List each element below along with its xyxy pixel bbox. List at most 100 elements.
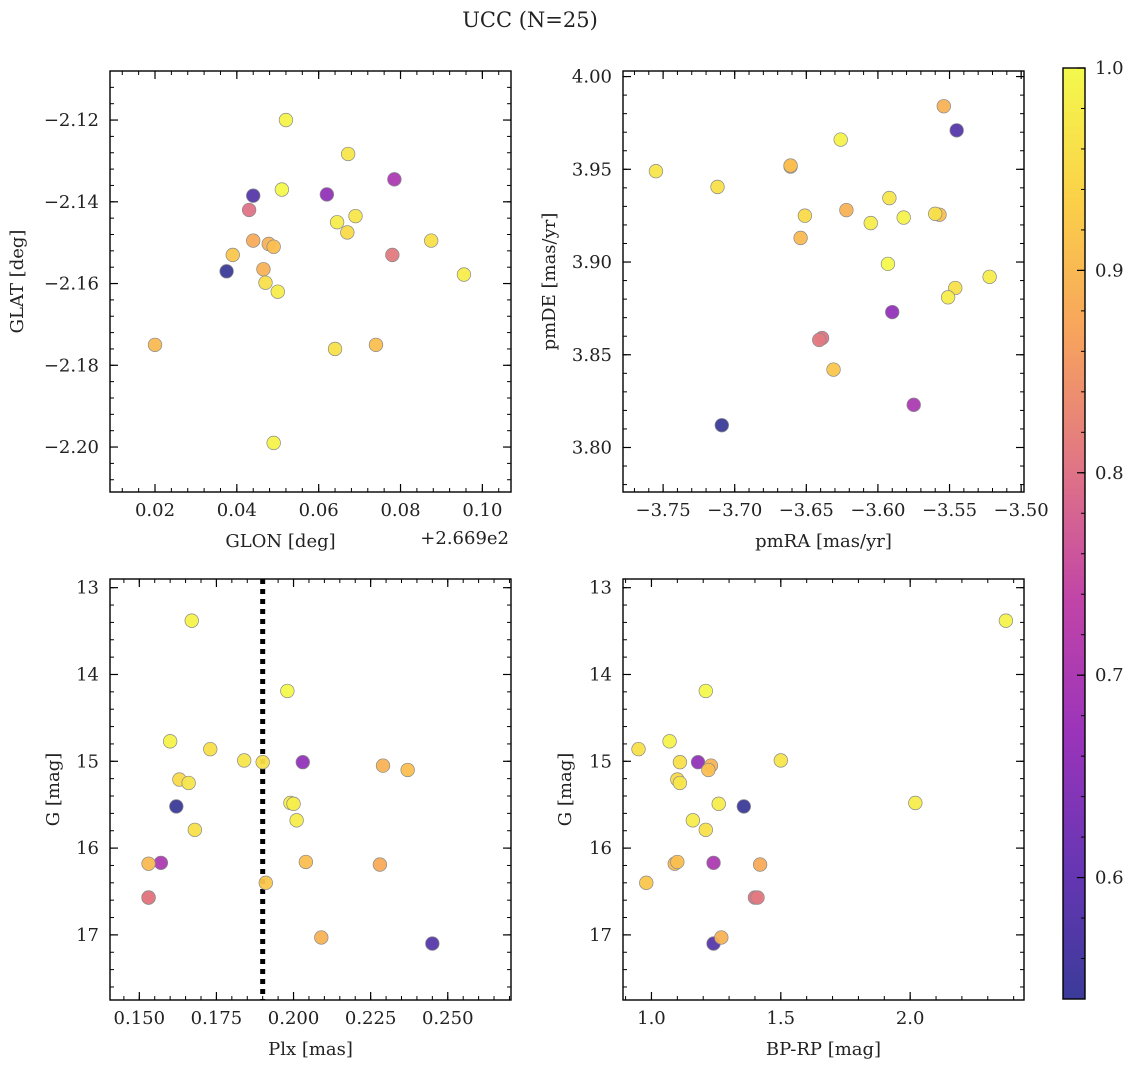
y-axis-label: G [mag] — [43, 753, 64, 826]
data-point — [286, 796, 301, 811]
data-point — [187, 822, 202, 838]
y-tick-label: 3.95 — [572, 159, 612, 180]
data-point — [863, 215, 878, 231]
data-point — [940, 290, 956, 305]
x-tick-label: 0.02 — [135, 500, 175, 521]
y-tick-label: 14 — [76, 664, 99, 685]
data-point — [839, 202, 854, 218]
data-point — [256, 262, 271, 277]
data-point — [826, 362, 841, 377]
y-tick-label: 3.90 — [572, 252, 612, 273]
x-axis-label: pmRA [mas/yr] — [755, 531, 892, 552]
data-point — [672, 755, 688, 770]
x-tick-label: 2.0 — [896, 1008, 925, 1029]
data-point — [340, 146, 356, 162]
data-point — [184, 613, 199, 628]
data-point — [246, 233, 261, 248]
y-axis-label: pmDE [mas/yr] — [539, 213, 560, 351]
y-tick-label: 3.80 — [572, 437, 612, 458]
data-point — [319, 187, 335, 202]
data-point — [710, 179, 725, 195]
data-point — [375, 758, 391, 773]
data-point — [266, 435, 281, 451]
data-point — [685, 813, 701, 828]
y-axis-label: G [mag] — [555, 753, 576, 826]
data-point — [698, 683, 713, 699]
data-point — [425, 936, 440, 951]
colorbar: 0.6 0.7 0.8 0.9 1.0 — [1062, 58, 1124, 1000]
data-point — [936, 99, 951, 114]
data-point — [278, 112, 294, 128]
data-point — [648, 163, 664, 179]
data-point — [368, 337, 384, 353]
data-point — [329, 215, 345, 230]
x-tick-label: 0.10 — [462, 500, 502, 521]
y-tick-label: −2.16 — [44, 274, 99, 295]
x-tick-label: 0.225 — [345, 1008, 397, 1029]
x-tick-label: −3.55 — [922, 500, 977, 521]
x-tick-label: −3.60 — [850, 500, 905, 521]
data-point — [998, 613, 1014, 628]
data-point — [949, 123, 964, 138]
data-point — [246, 188, 261, 203]
data-point — [639, 875, 654, 890]
y-tick-label: 14 — [589, 664, 612, 685]
data-point — [783, 158, 798, 173]
data-point — [270, 284, 285, 299]
x-tick-label: −3.70 — [707, 500, 762, 521]
data-point — [928, 206, 943, 221]
data-point — [701, 762, 716, 778]
x-axis-label: Plx [mas] — [268, 1039, 353, 1060]
data-point — [908, 795, 923, 811]
data-point — [295, 755, 310, 770]
data-point — [237, 753, 252, 768]
data-point — [274, 182, 290, 197]
data-point — [424, 233, 439, 248]
data-point — [773, 753, 788, 768]
panel-bprp-g: 1.0 1.5 2.0 13 14 15 16 17 BP-RP [mag] G [mag] — [555, 578, 1025, 1060]
data-point — [812, 332, 827, 348]
axes-frame — [622, 70, 1025, 493]
data-point — [203, 741, 218, 757]
colorbar-tick-label: 0.6 — [1095, 868, 1124, 889]
y-tick-label: 16 — [589, 838, 612, 859]
data-point — [736, 799, 751, 814]
data-point — [225, 247, 240, 263]
x-axis-label: GLON [deg] — [225, 531, 335, 552]
data-point — [882, 190, 897, 206]
x-tick-label: 1.0 — [637, 1008, 666, 1029]
x-tick-label: 0.175 — [191, 1008, 243, 1029]
y-tick-label: 15 — [589, 751, 612, 772]
x-axis-label: BP-RP [mag] — [766, 1039, 881, 1060]
colorbar-tick-label: 1.0 — [1095, 58, 1124, 79]
y-tick-label: −2.20 — [44, 437, 99, 458]
panel-pmra-pmde: −3.75 −3.70 −3.65 −3.60 −3.55 −3.50 3.80 3.85 3.… — [539, 67, 1049, 552]
data-point — [255, 755, 270, 770]
x-tick-label: −3.75 — [636, 500, 691, 521]
colorbar-tick-label: 0.8 — [1095, 463, 1124, 484]
data-point — [340, 225, 355, 240]
data-point — [400, 762, 415, 778]
y-tick-label: 17 — [76, 925, 99, 946]
data-point — [793, 230, 808, 246]
figure-title: UCC (N=25) — [462, 8, 598, 32]
y-tick-label: 13 — [589, 578, 612, 599]
data-point — [314, 930, 329, 945]
data-point — [833, 132, 848, 147]
data-point — [258, 875, 273, 890]
x-tick-label: 0.150 — [114, 1008, 166, 1029]
data-point — [387, 172, 402, 187]
x-tick-label: 0.06 — [299, 500, 339, 521]
y-tick-label: 4.00 — [572, 67, 612, 88]
axes-frame — [622, 578, 1025, 1001]
y-tick-label: 3.85 — [572, 345, 612, 366]
panel-glon-glat: 0.02 0.04 0.06 0.08 0.10 −2.12 −2.14 −2.16 −2.18… — [7, 70, 512, 552]
data-point — [219, 264, 234, 279]
data-point — [241, 202, 257, 218]
data-point — [169, 799, 184, 814]
data-point — [752, 857, 768, 872]
y-tick-label: 13 — [76, 578, 99, 599]
data-point — [670, 854, 685, 870]
data-point — [982, 269, 997, 285]
data-point — [289, 813, 304, 828]
